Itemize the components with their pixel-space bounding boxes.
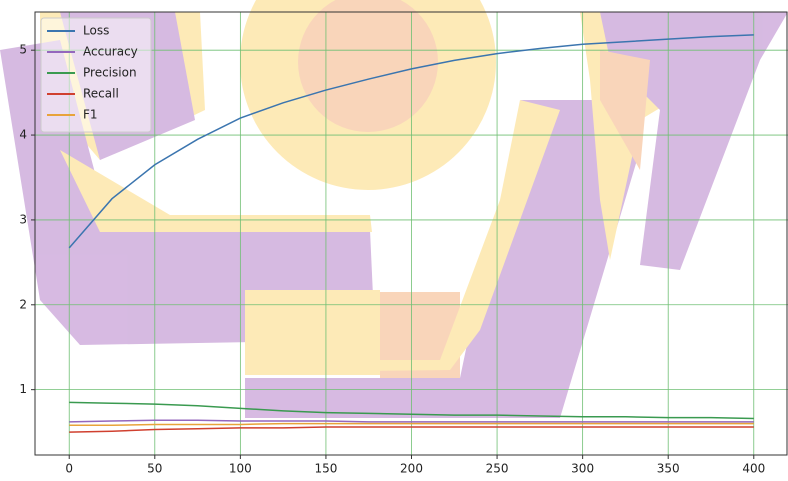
x-tick-label: 100 — [229, 462, 252, 476]
y-tick-label: 5 — [19, 43, 27, 57]
x-tick-label: 50 — [147, 462, 162, 476]
y-tick-label: 4 — [19, 128, 27, 142]
legend-label: F1 — [83, 108, 98, 122]
legend-label: Recall — [83, 87, 119, 101]
x-tick-label: 150 — [314, 462, 337, 476]
legend-label: Precision — [83, 66, 137, 80]
chart: 0 50 100 150 200 250 300 350 400 1 2 3 4 5 Loss Accurac… — [0, 0, 788, 477]
x-tick-label: 0 — [65, 462, 73, 476]
legend-label: Loss — [83, 24, 109, 38]
x-tick-label: 200 — [400, 462, 423, 476]
legend-label: Accuracy — [83, 45, 138, 59]
x-tick-label: 400 — [742, 462, 765, 476]
y-tick-label: 2 — [19, 297, 27, 311]
x-tick-label: 300 — [571, 462, 594, 476]
legend: Loss Accuracy Precision Recall F1 — [41, 18, 151, 132]
x-tick-label: 250 — [486, 462, 509, 476]
x-tick-label: 350 — [657, 462, 680, 476]
y-tick-label: 3 — [19, 212, 27, 226]
y-tick-label: 1 — [19, 382, 27, 396]
